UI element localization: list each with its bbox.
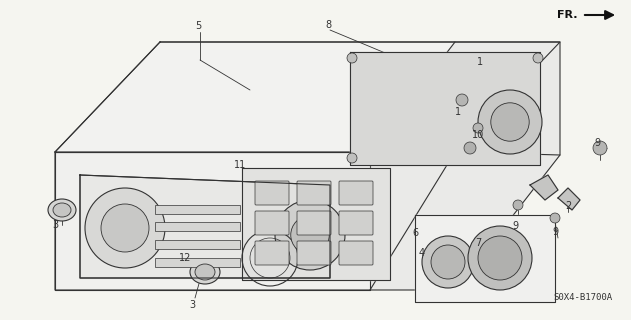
FancyBboxPatch shape [339,211,373,235]
Circle shape [291,216,329,254]
Polygon shape [558,188,580,210]
Text: 8: 8 [325,20,331,30]
Text: 3: 3 [189,300,195,310]
Ellipse shape [53,203,71,217]
FancyBboxPatch shape [339,241,373,265]
Text: 5: 5 [195,21,201,31]
Bar [155,240,240,249]
Polygon shape [242,168,390,280]
Circle shape [491,103,529,141]
Circle shape [464,142,476,154]
Circle shape [422,236,474,288]
FancyBboxPatch shape [255,241,289,265]
Text: 10: 10 [472,130,484,140]
Circle shape [550,213,560,223]
Bar [155,222,240,231]
Text: 11: 11 [234,160,246,170]
Text: 9: 9 [512,221,518,231]
Bar [155,205,240,214]
Text: 9: 9 [552,227,558,237]
Polygon shape [530,175,558,200]
Circle shape [347,53,357,63]
Text: FR.: FR. [557,10,577,20]
Text: 1: 1 [477,57,483,67]
Text: S0X4-B1700A: S0X4-B1700A [553,293,612,302]
Polygon shape [55,42,560,152]
FancyBboxPatch shape [255,211,289,235]
Polygon shape [80,175,330,278]
Text: 7: 7 [475,238,481,248]
Text: 3: 3 [52,220,58,230]
Polygon shape [55,152,370,290]
Polygon shape [370,42,560,290]
Circle shape [275,200,345,270]
Text: 1: 1 [455,107,461,117]
Circle shape [533,53,543,63]
FancyBboxPatch shape [297,241,331,265]
Circle shape [85,188,165,268]
Circle shape [468,226,532,290]
Circle shape [593,141,607,155]
FancyBboxPatch shape [297,181,331,205]
Text: 2: 2 [565,201,571,211]
Text: 9: 9 [594,138,600,148]
Circle shape [456,94,468,106]
Text: 4: 4 [419,248,425,258]
FancyBboxPatch shape [297,211,331,235]
Circle shape [347,153,357,163]
Ellipse shape [195,264,215,280]
Polygon shape [350,52,540,165]
Circle shape [431,245,465,279]
Circle shape [478,90,542,154]
Text: 6: 6 [412,228,418,238]
Polygon shape [55,152,370,290]
Text: 12: 12 [179,253,191,263]
Circle shape [478,236,522,280]
Circle shape [513,200,523,210]
Polygon shape [415,215,555,302]
Polygon shape [55,42,560,152]
Ellipse shape [48,199,76,221]
Circle shape [101,204,149,252]
Ellipse shape [190,260,220,284]
FancyBboxPatch shape [255,181,289,205]
Bar [155,258,240,267]
Circle shape [473,123,483,133]
FancyBboxPatch shape [339,181,373,205]
